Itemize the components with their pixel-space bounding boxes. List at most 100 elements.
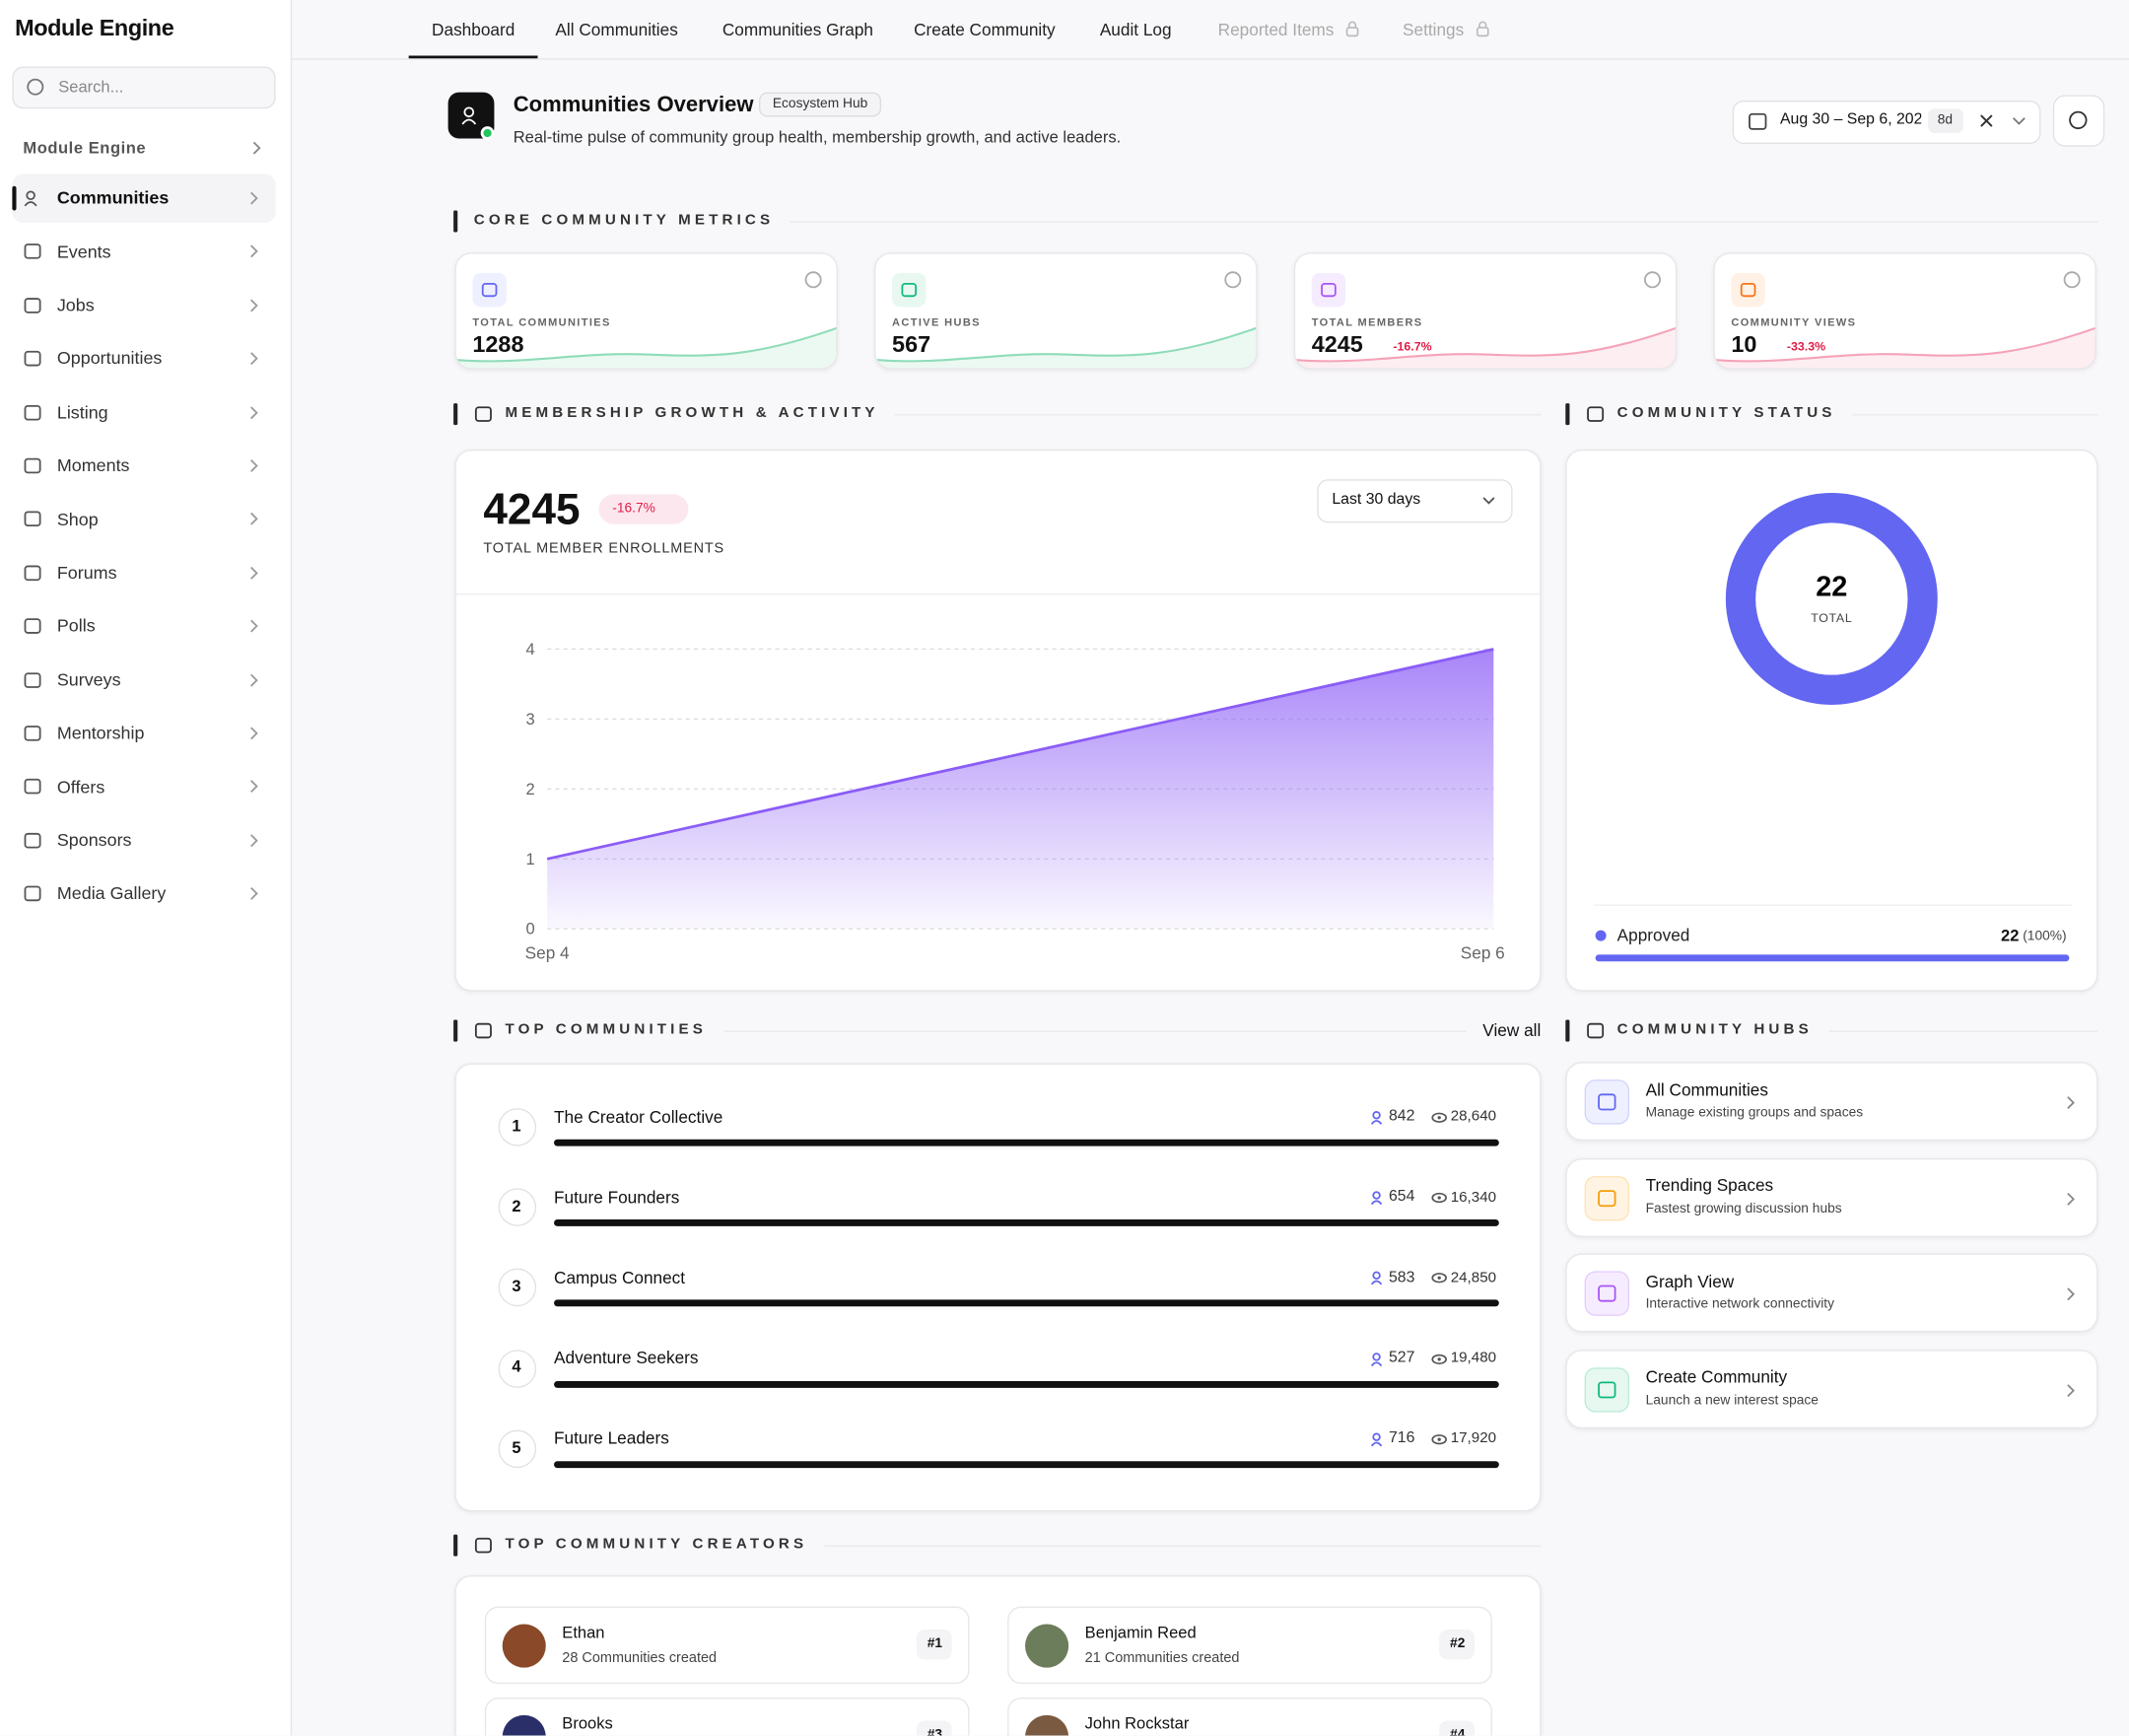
date-control[interactable] <box>1732 100 2041 145</box>
icon-shape <box>1370 1281 1383 1285</box>
nav-item[interactable]: Offers <box>56 776 105 798</box>
section-title: TOP COMMUNITY CREATORS <box>505 1536 808 1554</box>
icon-shape <box>1370 1360 1383 1366</box>
community-name[interactable]: Adventure Seekers <box>554 1349 699 1368</box>
sparkline-fill <box>1295 327 1676 369</box>
creator-card[interactable]: Brooks #3 <box>484 1697 970 1736</box>
icon <box>1224 271 1242 289</box>
tab[interactable]: Dashboard <box>432 19 515 39</box>
metric-label: ACTIVE HUBS <box>892 316 981 329</box>
area <box>547 649 1494 930</box>
icon-shape <box>1437 1437 1441 1441</box>
metric-value: 567 <box>892 330 931 358</box>
nav-item[interactable]: Mentorship <box>56 723 145 743</box>
icon-shape <box>250 513 258 526</box>
range-days: 8d <box>1937 112 1954 128</box>
nav-item[interactable]: Forums <box>56 562 117 583</box>
refresh-button[interactable] <box>2052 95 2105 147</box>
icon-shape <box>250 352 258 366</box>
nav-item[interactable]: Moments <box>56 454 130 476</box>
page-title: Communities Overview <box>513 94 754 118</box>
nav-item[interactable]: Events <box>56 241 111 262</box>
section-title: TOP COMMUNITIES <box>505 1021 708 1038</box>
tab[interactable]: Reported Items <box>1217 19 1335 39</box>
icon <box>24 779 41 795</box>
icon <box>24 351 41 367</box>
hub-title: Trending Spaces <box>1645 1175 1774 1196</box>
icon-shape <box>2067 1287 2075 1301</box>
nav-item[interactable]: Communities <box>56 187 170 209</box>
rank: 3 <box>512 1277 521 1296</box>
icon <box>474 1537 492 1554</box>
community-name[interactable]: Campus Connect <box>554 1268 686 1287</box>
community-name[interactable]: The Creator Collective <box>554 1107 723 1127</box>
rank: 4 <box>512 1356 521 1376</box>
icon <box>24 297 41 313</box>
icon <box>24 511 41 527</box>
hub-card[interactable]: All Communities Manage existing groups an… <box>1565 1062 2098 1142</box>
section-bar <box>453 1534 458 1557</box>
icon-shape <box>250 619 258 633</box>
page-subtitle: Real-time pulse of community group healt… <box>513 127 1122 147</box>
creator-rank-bg <box>916 1720 952 1736</box>
icon-shape <box>1372 1272 1381 1281</box>
icon <box>1740 283 1756 298</box>
icon <box>1598 1285 1616 1302</box>
icon-shape <box>1644 271 1661 289</box>
nav-item[interactable]: Surveys <box>56 668 121 690</box>
search-box[interactable] <box>12 66 276 109</box>
community-name[interactable]: Future Leaders <box>554 1428 669 1448</box>
nav-item[interactable]: Jobs <box>56 294 95 315</box>
nav-item[interactable]: Shop <box>56 509 99 529</box>
range-select[interactable] <box>1317 479 1513 523</box>
nav-item[interactable]: Listing <box>56 401 108 423</box>
nav-item[interactable]: Media Gallery <box>56 882 167 904</box>
hub-desc: Interactive network connectivity <box>1645 1296 1835 1312</box>
metric-card: COMMUNITY VIEWS 10 -33.3% <box>1713 252 2096 370</box>
icon <box>474 1022 492 1039</box>
creator-card[interactable]: Benjamin Reed 21 Communities created #2 <box>1007 1606 1492 1685</box>
nav-item[interactable]: Sponsors <box>56 829 132 851</box>
creator-rank-bg <box>916 1630 952 1660</box>
view-all[interactable]: View all <box>1482 1020 1542 1040</box>
rank-circle <box>498 1349 537 1388</box>
creator-avatar <box>502 1624 546 1668</box>
icon-shape <box>1598 1380 1616 1398</box>
tab[interactable]: Communities Graph <box>721 19 873 39</box>
icon-shape <box>1372 1111 1381 1120</box>
tab[interactable]: Audit Log <box>1099 19 1172 39</box>
icon-shape <box>26 190 35 200</box>
hub-desc: Launch a new interest space <box>1645 1392 1819 1408</box>
icon-shape <box>1431 1273 1447 1284</box>
y-tick-label: 3 <box>526 710 535 729</box>
icon-shape <box>250 780 258 794</box>
icon-shape <box>1431 1354 1447 1364</box>
tab[interactable]: All Communities <box>555 19 678 39</box>
hub-card[interactable]: Create Community Launch a new interest sp… <box>1565 1349 2098 1428</box>
brand: Module Engine <box>15 14 174 41</box>
tab[interactable]: Create Community <box>914 19 1056 39</box>
icon <box>24 404 41 420</box>
legend-dot <box>1595 930 1607 941</box>
creator-card[interactable]: John Rockstar #4 <box>1007 1697 1492 1736</box>
icon-shape <box>250 673 258 687</box>
sparkline-line <box>455 326 837 363</box>
tab[interactable]: Settings <box>1403 19 1465 39</box>
icon-shape <box>1749 112 1767 130</box>
community-views: 17,920 <box>1450 1429 1497 1447</box>
icon <box>250 780 258 794</box>
icon-shape <box>2067 1383 2075 1397</box>
hub-card[interactable]: Trending Spaces Fastest growing discussio… <box>1565 1157 2098 1237</box>
creators-card: Ethan 28 Communities created #1 Benjamin Re… <box>454 1574 1542 1736</box>
sidebar <box>0 0 293 1736</box>
nav-item[interactable]: Polls <box>56 615 96 637</box>
range-select-label[interactable]: Last 30 days <box>1332 491 1421 509</box>
nav-item[interactable]: Opportunities <box>56 348 163 369</box>
community-name[interactable]: Future Founders <box>554 1187 680 1208</box>
icon-shape <box>1347 21 1357 29</box>
icon <box>1431 1112 1447 1123</box>
creator-card[interactable]: Ethan 28 Communities created #1 <box>484 1606 970 1685</box>
hub-card[interactable]: Graph View Interactive network connectivi… <box>1565 1253 2098 1333</box>
